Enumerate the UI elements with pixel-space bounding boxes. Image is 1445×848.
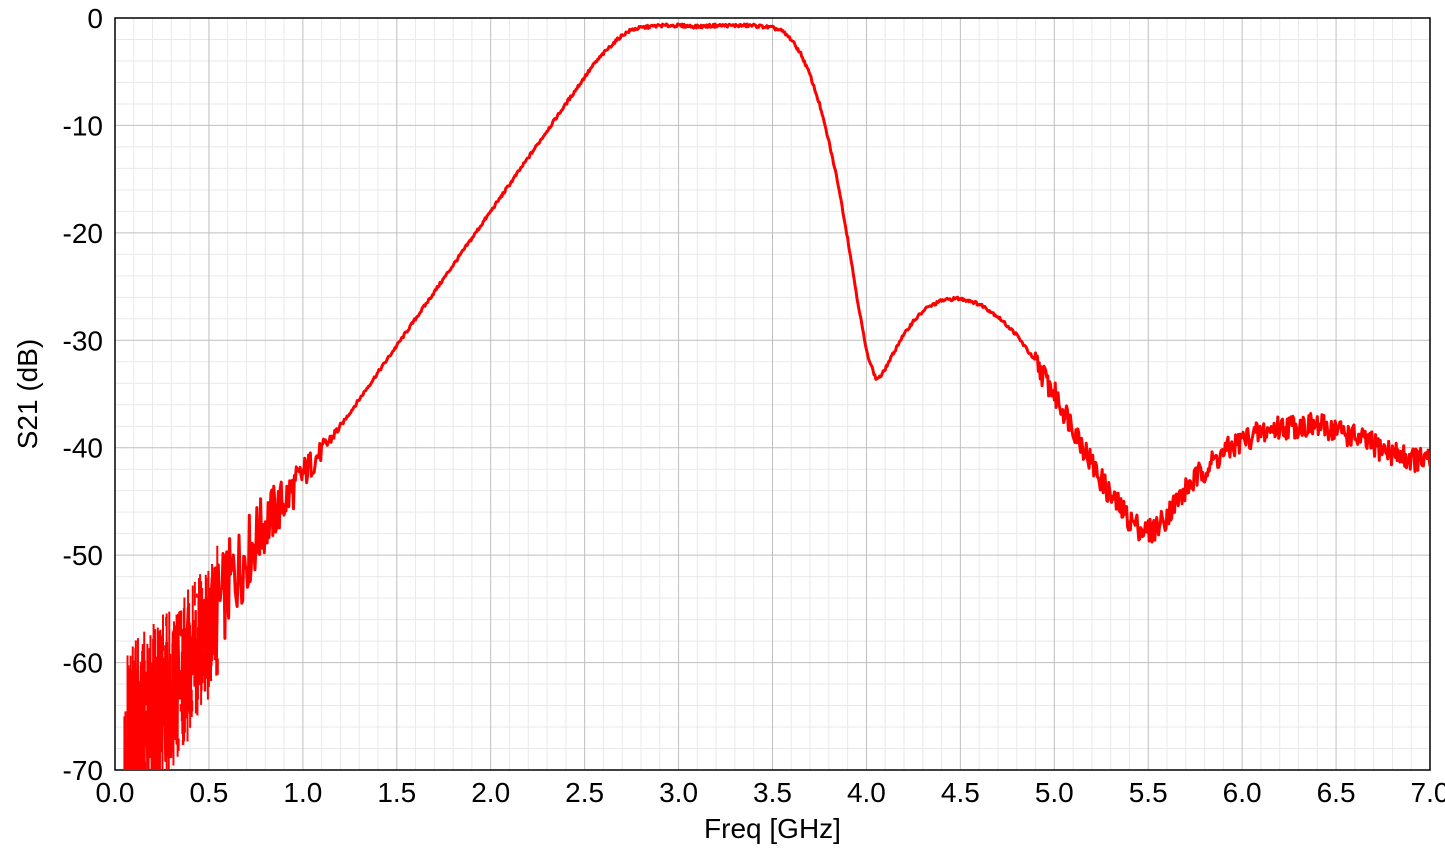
x-tick-label: 1.0 <box>283 777 322 808</box>
x-tick-label: 5.5 <box>1129 777 1168 808</box>
chart-svg: 0.00.51.01.52.02.53.03.54.04.55.05.56.06… <box>0 0 1445 848</box>
x-axis-label: Freq [GHz] <box>704 813 841 844</box>
y-tick-label: -20 <box>63 218 103 249</box>
y-tick-label: -30 <box>63 325 103 356</box>
x-tick-label: 3.0 <box>659 777 698 808</box>
y-tick-label: -40 <box>63 433 103 464</box>
x-tick-label: 4.0 <box>847 777 886 808</box>
y-tick-label: -50 <box>63 540 103 571</box>
x-tick-label: 0.5 <box>189 777 228 808</box>
y-axis-label: S21 (dB) <box>12 339 43 450</box>
y-tick-label: -60 <box>63 648 103 679</box>
y-tick-label: -10 <box>63 110 103 141</box>
y-tick-label: -70 <box>63 755 103 786</box>
x-tick-label: 6.5 <box>1317 777 1356 808</box>
x-tick-label: 3.5 <box>753 777 792 808</box>
x-tick-label: 6.0 <box>1223 777 1262 808</box>
x-tick-label: 7.0 <box>1411 777 1445 808</box>
x-tick-label: 5.0 <box>1035 777 1074 808</box>
y-tick-label: 0 <box>87 3 103 34</box>
x-tick-label: 1.5 <box>377 777 416 808</box>
x-tick-label: 2.0 <box>471 777 510 808</box>
x-tick-label: 2.5 <box>565 777 604 808</box>
x-tick-label: 4.5 <box>941 777 980 808</box>
s21-chart: 0.00.51.01.52.02.53.03.54.04.55.05.56.06… <box>0 0 1445 848</box>
